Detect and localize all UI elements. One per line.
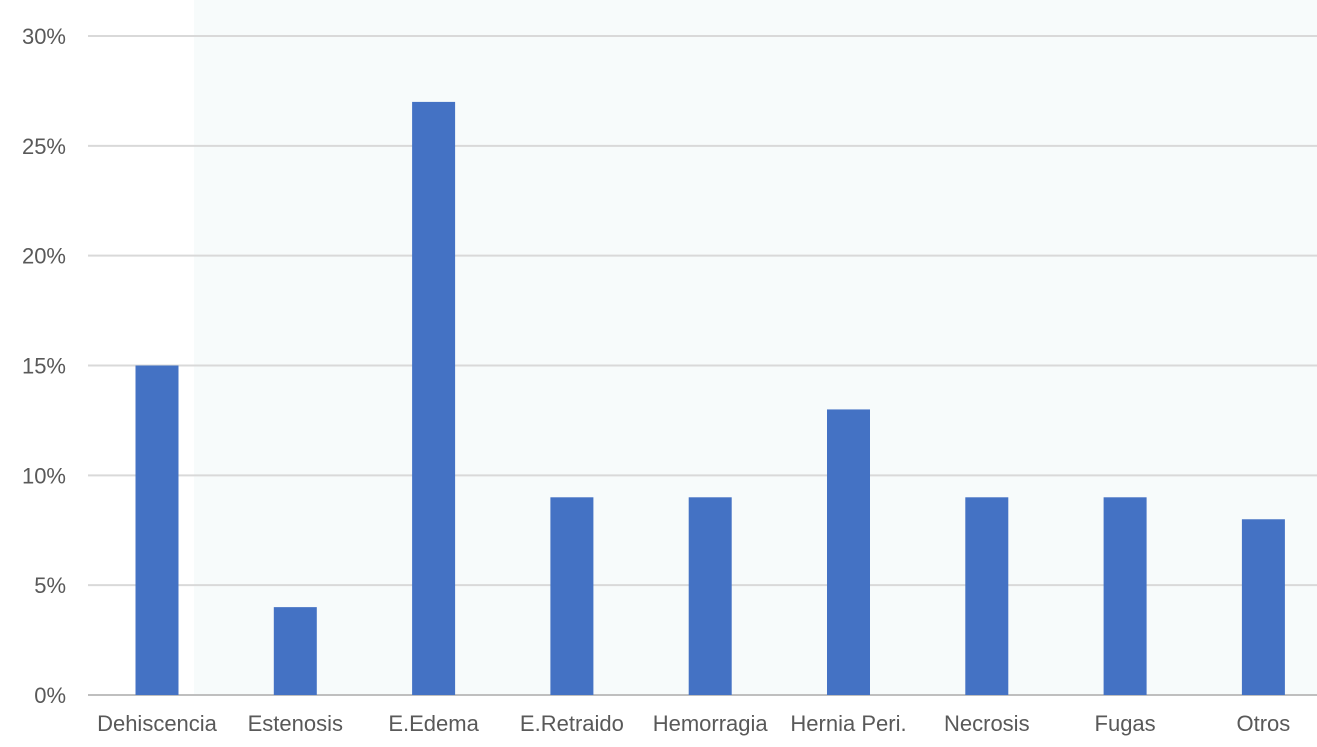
y-tick-label: 5% (34, 573, 66, 598)
x-tick-label: Dehiscencia (97, 711, 218, 736)
x-tick-label: E.Edema (388, 711, 479, 736)
gridlines (88, 35, 1317, 696)
x-axis-ticks: Dehiscencia Estenosis E.Edema E.Retraido Hem… (97, 711, 1290, 736)
y-tick-label: 15% (22, 354, 66, 379)
y-tick-label: 20% (22, 244, 66, 269)
x-tick-label: Hernia Peri. (790, 711, 906, 736)
plot-area-tint (194, 0, 1317, 695)
bar-otros (1241, 519, 1285, 695)
x-tick-label: Hemorragia (653, 711, 769, 736)
x-tick-label: E.Retraido (520, 711, 624, 736)
bar-fugas (1103, 497, 1147, 695)
x-tick-label: Estenosis (248, 711, 343, 736)
bar-dehiscencia (135, 365, 179, 695)
y-tick-label: 30% (22, 24, 66, 49)
x-tick-label: Necrosis (944, 711, 1030, 736)
y-tick-label: 10% (22, 463, 66, 488)
bar-e-edema (412, 101, 456, 695)
x-tick-label: Otros (1237, 711, 1291, 736)
y-tick-label: 25% (22, 134, 66, 159)
bars (135, 101, 1285, 695)
plot-background (194, 0, 1317, 695)
bar-e-retraido (550, 497, 594, 695)
x-tick-label: Fugas (1095, 711, 1156, 736)
bar-necrosis (965, 497, 1009, 695)
bar-hernia-peri (827, 409, 870, 695)
y-axis-ticks: 0% 5% 10% 15% 20% 25% 30% (22, 24, 66, 708)
bar-hemorragia (688, 497, 732, 695)
bar-estenosis (273, 607, 317, 695)
y-tick-label: 0% (34, 683, 66, 708)
